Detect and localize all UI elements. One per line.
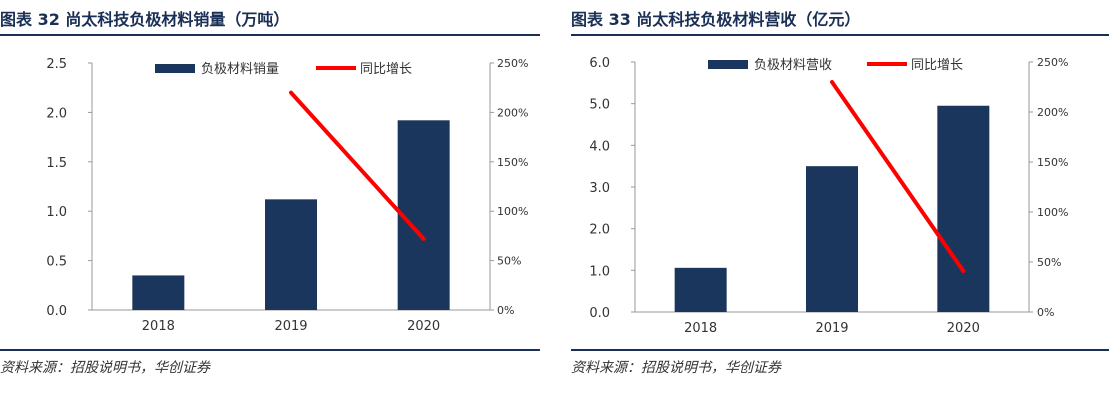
y-left-tick-label: 4.0 <box>589 139 610 154</box>
y-left-tick-label: 5.0 <box>589 98 610 113</box>
bar-2019 <box>806 166 858 312</box>
y-left-tick-label: 1.0 <box>589 264 610 279</box>
chart-33-svg: 0.0 1.0 2.0 3.0 4.0 5.0 6.0 0% 50% 100% 150% 200% 25… <box>589 56 1068 336</box>
y-right-tick-label: 50% <box>497 255 521 268</box>
legend-bar-swatch <box>155 64 195 73</box>
y-right-tick-label: 250% <box>1037 56 1068 69</box>
title-rule <box>0 34 540 36</box>
x-tick-label: 2020 <box>407 319 440 334</box>
x-tick-label: 2018 <box>684 321 717 336</box>
y-left-tick-label: 2.5 <box>46 57 67 72</box>
source-note: 资料来源：招股说明书，华创证券 <box>571 360 781 376</box>
y-right-tick-label: 200% <box>497 106 528 119</box>
source-note: 资料来源：招股说明书，华创证券 <box>0 360 210 376</box>
x-tick-label: 2018 <box>142 319 175 334</box>
y-left-tick-label: 1.5 <box>46 156 67 171</box>
y-right-tick-label: 0% <box>1037 306 1054 319</box>
bar-2018 <box>132 275 185 310</box>
y-left-tick-label: 6.0 <box>589 56 610 71</box>
y-right-tick-label: 250% <box>497 57 528 70</box>
y-left-tick-label: 3.0 <box>589 181 610 196</box>
legend-line-label: 同比增长 <box>911 58 963 73</box>
y-right-tick-label: 50% <box>1037 256 1061 269</box>
growth-line <box>830 80 966 273</box>
chart-title: 图表 32 尚太科技负极材料销量（万吨） <box>0 10 290 29</box>
y-left-tick-label: 0.5 <box>46 255 67 270</box>
title-rule <box>571 34 1109 36</box>
chart-32-svg: 0.0 0.5 1.0 1.5 2.0 2.5 0% 50% 100% 150% 200% 250% 2… <box>46 57 528 334</box>
legend-bar-swatch <box>708 60 748 69</box>
x-tick-label: 2019 <box>274 319 307 334</box>
growth-line <box>289 90 426 241</box>
bottom-rule <box>0 349 540 351</box>
y-right-tick-label: 100% <box>497 205 528 218</box>
x-tick-label: 2020 <box>947 321 980 336</box>
y-left-tick-label: 2.0 <box>46 106 67 121</box>
chart-panel-33: 图表 33 尚太科技负极材料营收（亿元） 0.0 1.0 2.0 3.0 4.0 5.0 6… <box>571 0 1109 402</box>
bar-2019 <box>265 199 317 310</box>
chart-panel-32: 图表 32 尚太科技负极材料销量（万吨） 0.0 0.5 1.0 1.5 2.0 2.5 0… <box>0 0 540 402</box>
y-right-tick-label: 100% <box>1037 206 1068 219</box>
y-right-tick-label: 0% <box>497 304 514 317</box>
y-right-tick-label: 150% <box>1037 156 1068 169</box>
y-left-tick-label: 0.0 <box>589 306 610 321</box>
y-right-tick-label: 200% <box>1037 106 1068 119</box>
legend-bar-label: 负极材料销量 <box>201 62 279 77</box>
bottom-rule <box>571 349 1109 351</box>
bar-2018 <box>674 267 727 312</box>
bar-2020 <box>397 120 450 310</box>
x-tick-label: 2019 <box>815 321 848 336</box>
y-right-tick-label: 150% <box>497 156 528 169</box>
bar-2020 <box>937 105 990 312</box>
chart-title: 图表 33 尚太科技负极材料营收（亿元） <box>571 10 861 29</box>
y-left-tick-label: 1.0 <box>46 205 67 220</box>
legend-line-label: 同比增长 <box>360 62 412 77</box>
y-left-tick-label: 2.0 <box>589 223 610 238</box>
y-left-tick-label: 0.0 <box>46 304 67 319</box>
legend-bar-label: 负极材料营收 <box>754 58 832 73</box>
